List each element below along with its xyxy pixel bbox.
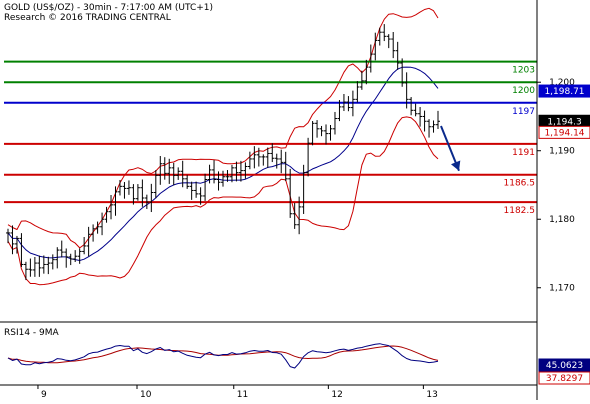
chart-title: GOLD (US$/OZ) - 30min - 7:17:00 AM (UTC+… [4,3,213,13]
rsi-tag-box [538,371,590,385]
y-tick-label: 1,170 [549,284,575,294]
rsi-line [7,343,439,369]
rsi-ma-line [7,345,439,364]
level-label: 1182.5 [504,206,536,216]
level-label: 1197 [512,107,535,117]
x-tick-label: 13 [426,390,437,400]
price-tag-box [538,84,590,98]
price-tag-box [538,125,590,139]
level-label: 1191 [512,148,535,158]
y-tick-label: 1,190 [549,147,575,157]
chart-subtitle: Research © 2016 TRADING CENTRAL [4,13,171,23]
rsi-tag-label: 45.0623 [546,361,583,371]
price-tags: 1,198.71 1,194.31,194.14 [538,84,590,139]
price-tag-label: 1,194.14 [544,128,584,138]
level-label: 1186.5 [504,179,536,189]
price-tag-label: 1,198.71 [544,87,584,97]
forecast-arrow [440,125,461,172]
x-tick-label: 9 [41,390,47,400]
rsi-panel: 45.0623 37.8297 [7,343,590,385]
bollinger-lower [7,116,439,286]
axes: 1,170 1,180 1,190 1,200 9 10 11 12 13 [0,0,575,400]
x-tick-label: 11 [237,390,248,400]
y-tick-label: 1,180 [549,215,575,225]
y-tick-label: 1,200 [549,78,575,88]
rsi-tag-box [538,358,590,372]
level-label: 1200 [512,86,535,96]
level-label: 1203 [512,66,535,76]
x-tick-label: 10 [140,390,152,400]
rsi-label: RSI14 - 9MA [4,328,60,338]
price-levels: 1203 1200 1197 1191 1186.5 1182.5 [4,60,537,216]
rsi-tag-label: 37.8297 [546,374,583,384]
forecast-arrow-head [451,160,461,171]
x-tick-label: 12 [331,390,342,400]
candles [6,24,440,281]
price-tag-label: 1,194.3 [547,117,581,127]
